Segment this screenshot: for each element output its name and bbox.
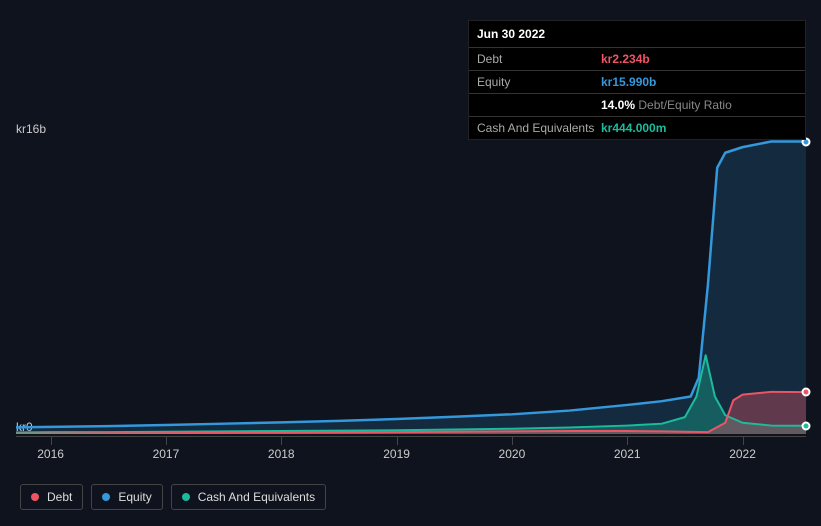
legend-label: Debt xyxy=(47,490,72,504)
x-axis: 2016 2017 2018 2019 2020 2021 2022 xyxy=(16,436,806,466)
legend-dot-icon xyxy=(31,493,39,501)
legend-label: Equity xyxy=(118,490,151,504)
x-tick-label: 2019 xyxy=(383,447,410,461)
x-tick xyxy=(166,437,167,445)
x-tick-label: 2021 xyxy=(614,447,641,461)
tooltip-row-label: Debt xyxy=(477,52,601,66)
tooltip-row: 14.0% Debt/Equity Ratio xyxy=(469,94,805,117)
chart-plot xyxy=(16,134,806,434)
x-tick-label: 2022 xyxy=(729,447,756,461)
tooltip-row-label xyxy=(477,98,601,112)
x-tick-label: 2017 xyxy=(153,447,180,461)
tooltip-row: Equitykr15.990b xyxy=(469,71,805,94)
x-tick xyxy=(627,437,628,445)
tooltip-row-label: Equity xyxy=(477,75,601,89)
x-tick-label: 2020 xyxy=(499,447,526,461)
data-tooltip: Jun 30 2022 Debtkr2.234bEquitykr15.990b1… xyxy=(468,20,806,140)
x-tick xyxy=(512,437,513,445)
tooltip-date: Jun 30 2022 xyxy=(469,21,805,48)
chart-area: kr16b kr0 2016201720182019202020212022 xyxy=(16,120,806,450)
legend-item[interactable]: Equity xyxy=(91,484,162,510)
legend-label: Cash And Equivalents xyxy=(198,490,315,504)
series-end-marker xyxy=(802,421,811,430)
tooltip-rows: Debtkr2.234bEquitykr15.990b14.0% Debt/Eq… xyxy=(469,48,805,139)
tooltip-row-value: kr444.000m xyxy=(601,121,666,135)
series-end-marker xyxy=(802,388,811,397)
legend: Debt Equity Cash And Equivalents xyxy=(20,484,326,510)
x-tick xyxy=(743,437,744,445)
legend-item[interactable]: Debt xyxy=(20,484,83,510)
tooltip-row-value: kr15.990b xyxy=(601,75,656,89)
tooltip-row: Cash And Equivalentskr444.000m xyxy=(469,117,805,139)
x-tick-label: 2016 xyxy=(37,447,64,461)
x-tick xyxy=(281,437,282,445)
x-tick xyxy=(51,437,52,445)
legend-item[interactable]: Cash And Equivalents xyxy=(171,484,326,510)
legend-dot-icon xyxy=(102,493,110,501)
x-tick xyxy=(397,437,398,445)
tooltip-row-value: 14.0% Debt/Equity Ratio xyxy=(601,98,732,112)
legend-dot-icon xyxy=(182,493,190,501)
x-tick-label: 2018 xyxy=(268,447,295,461)
tooltip-row: Debtkr2.234b xyxy=(469,48,805,71)
tooltip-row-value: kr2.234b xyxy=(601,52,650,66)
tooltip-row-label: Cash And Equivalents xyxy=(477,121,601,135)
